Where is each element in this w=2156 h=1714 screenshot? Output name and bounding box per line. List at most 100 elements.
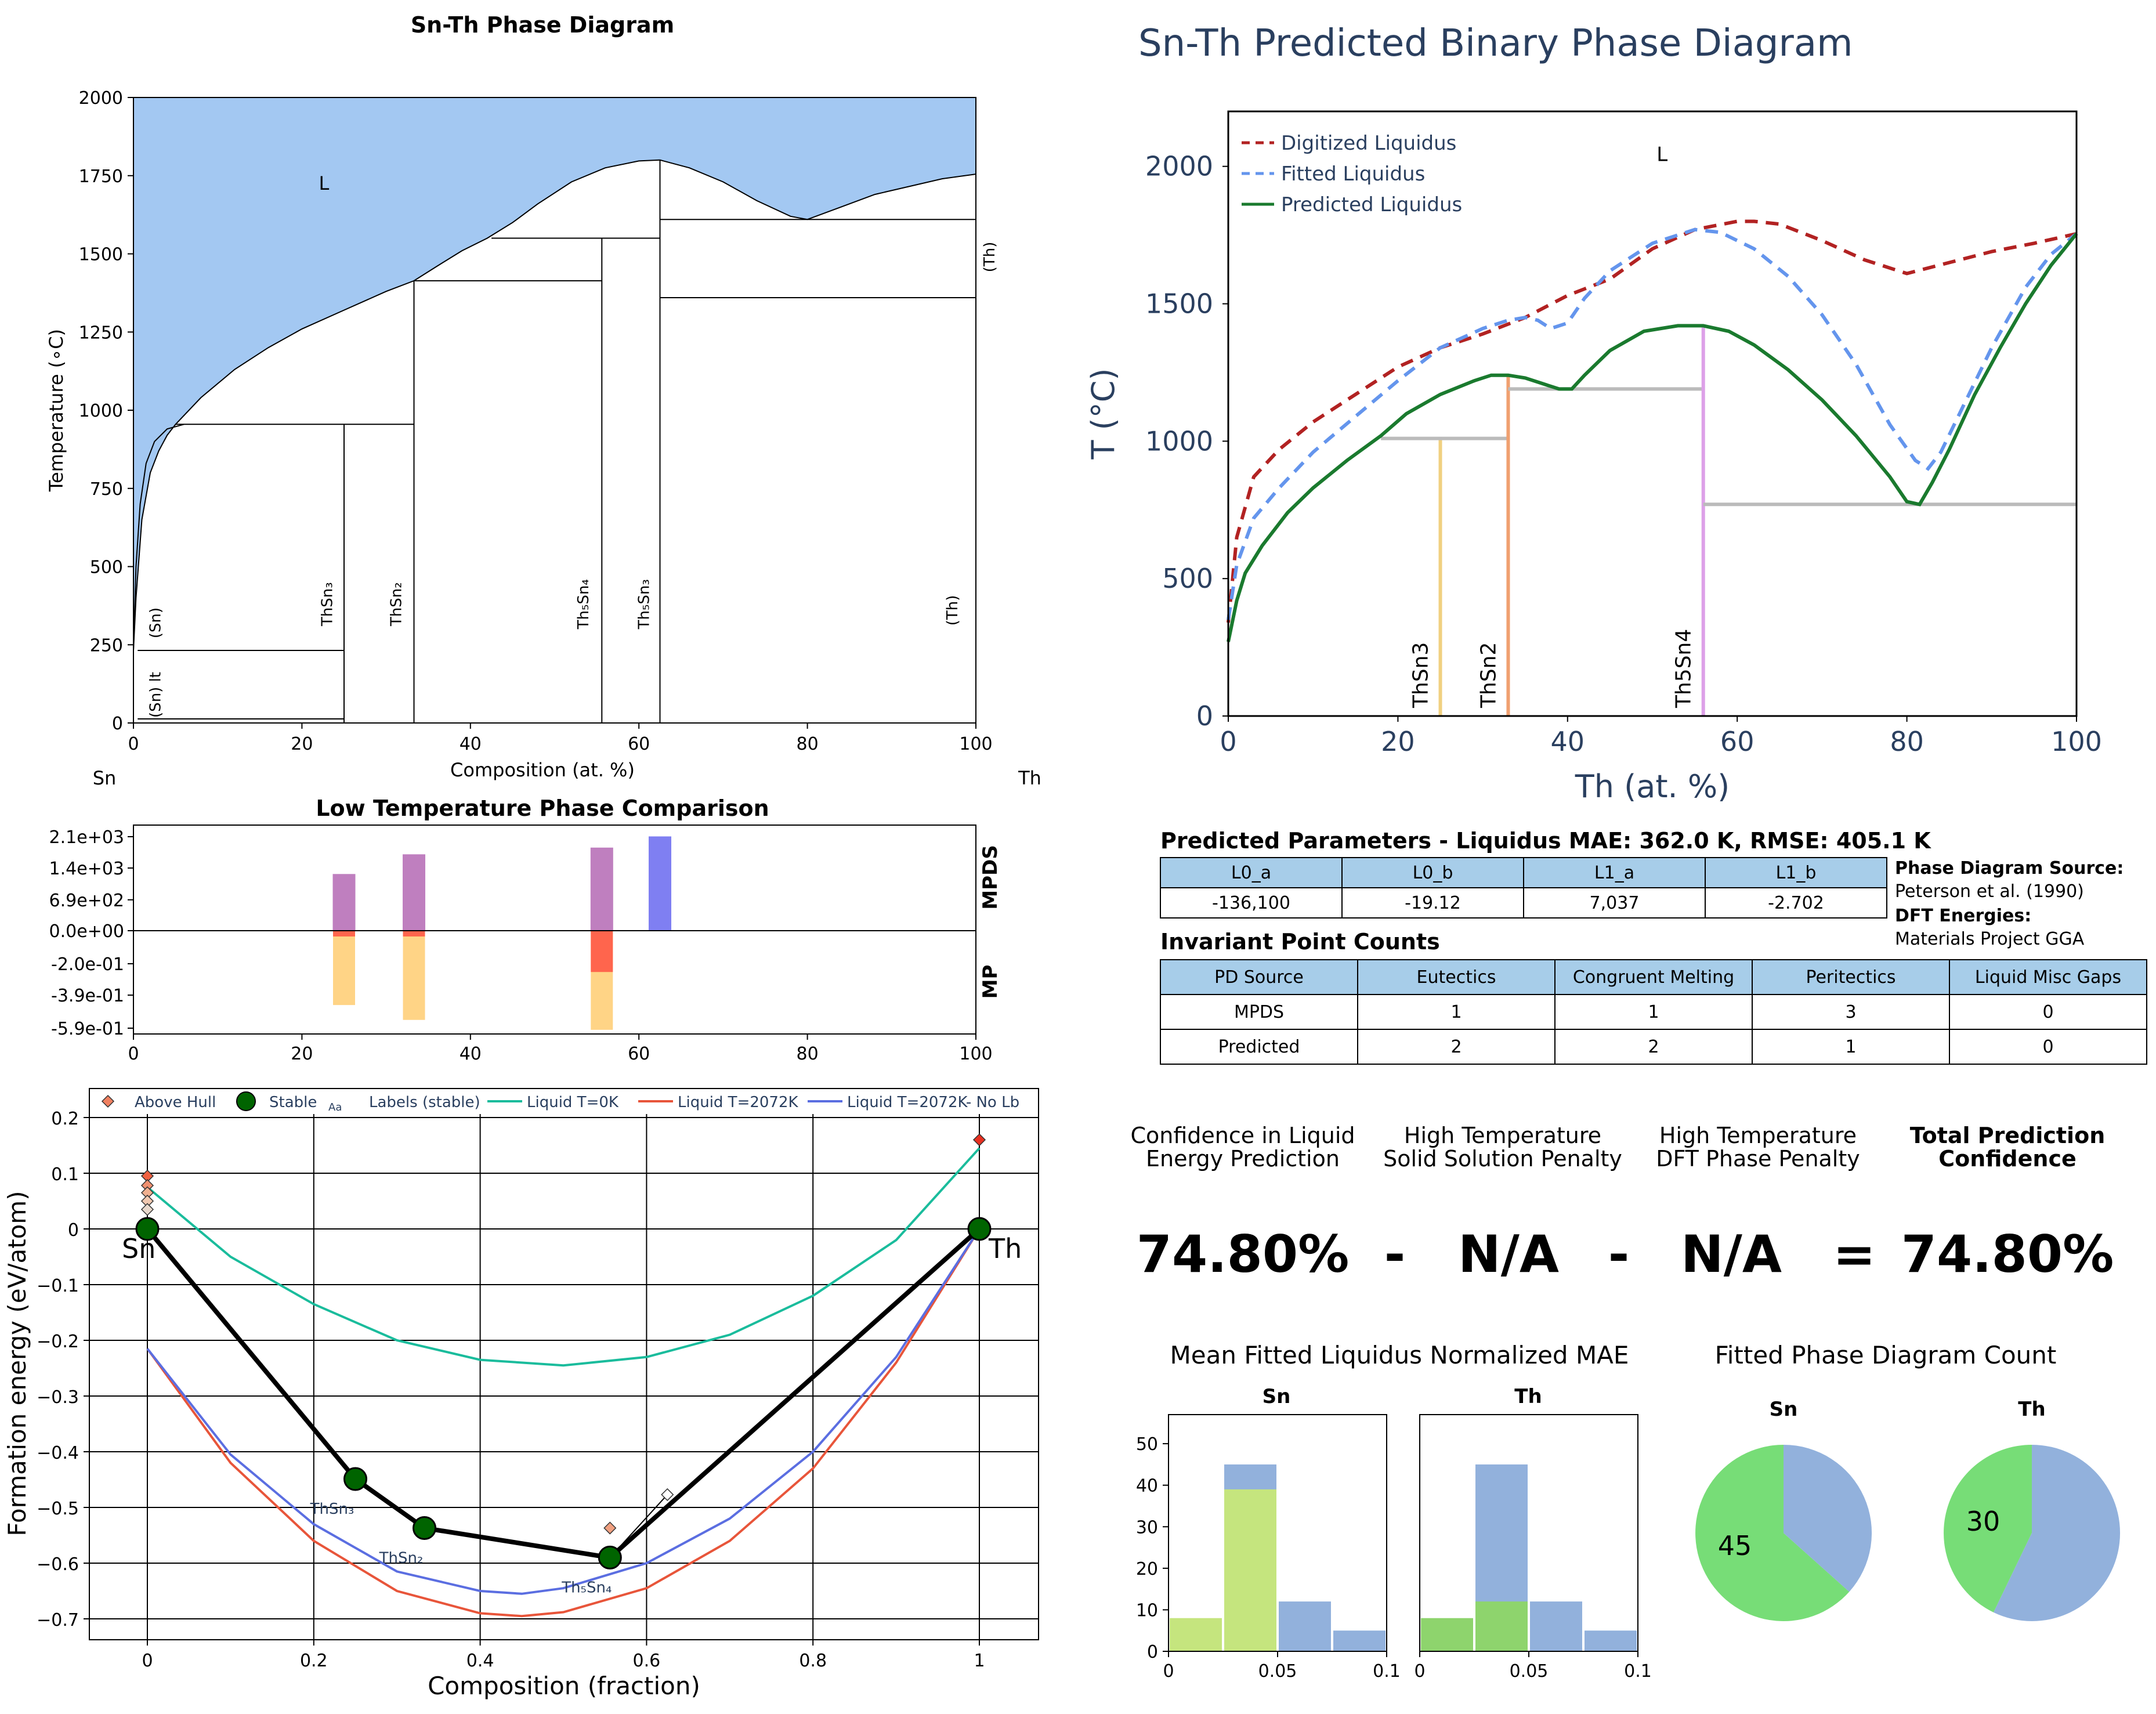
inv-cell-text: 0 [2042, 1037, 2053, 1057]
low-temp-comparison-frame [133, 825, 976, 1035]
liquid-energy-curve [146, 1147, 981, 1367]
x-tick-label: 100 [2051, 726, 2102, 757]
y-tick-label: 2000 [79, 88, 123, 109]
above-hull-point [972, 1133, 986, 1147]
y-tick-label: 0 [68, 1220, 79, 1241]
y-tick-label: -5.9e-01 [51, 1019, 124, 1039]
stable-phase-label: ThSn₂ [379, 1550, 424, 1567]
x-tick-label: 80 [797, 1044, 819, 1064]
mp-bar [333, 931, 355, 1006]
above-hull-tie [609, 1494, 668, 1558]
above-hull-point [661, 1488, 674, 1501]
y-tick-label: 500 [1162, 563, 1213, 594]
mp-bar [333, 931, 355, 936]
legend-stable: Stable [269, 1094, 317, 1111]
hist-th-title: Th [1514, 1385, 1542, 1408]
x-tick-label: 0.8 [799, 1651, 827, 1671]
hist-th-plot: 0 0.05 0.1 [1414, 1464, 1652, 1682]
y-tick-label: 0.2 [51, 1109, 79, 1129]
inv-header-text: Peritectics [1806, 967, 1895, 988]
hist-sn-frame [1168, 1414, 1387, 1652]
compound-label: Th5Sn4 [1672, 629, 1696, 708]
x-tick-label: 0 [1414, 1661, 1425, 1682]
predicted-diagram-title: Sn-Th Predicted Binary Phase Diagram [1138, 22, 1853, 65]
params-title: Predicted Parameters - Liquidus MAE: 362… [1160, 828, 1931, 854]
y-tick-label: 0.0e+00 [49, 921, 124, 942]
phase-diagram-title: Sn-Th Phase Diagram [411, 12, 674, 38]
stable-phase-label: Th₅Sn₄ [561, 1579, 612, 1596]
convex-hull-line [145, 1227, 981, 1560]
params-value-cell [1705, 887, 1887, 919]
inv-cell-text: 1 [1450, 1002, 1462, 1022]
compound-label: ThSn2 [1477, 642, 1500, 708]
params-header-text: L1_b [1776, 863, 1817, 883]
hull-end-label-th: Th [988, 1233, 1022, 1264]
conf-op-minus-1: - [1384, 1224, 1406, 1284]
inv-cell-text: 0 [2042, 1002, 2053, 1022]
x-tick-label: 1 [974, 1651, 985, 1671]
y-tick-label: −0.2 [37, 1332, 79, 1352]
x-tick-label: 100 [959, 1044, 992, 1064]
phase-label: ThSn₃ [319, 582, 337, 627]
liquid-energy-curve [146, 1228, 981, 1618]
conf-h4: Total Prediction [1910, 1123, 2106, 1148]
conf-solid-penalty-value: N/A [1458, 1224, 1559, 1284]
dft-source-value: Materials Project GGA [1895, 929, 2085, 949]
params-header-text: L0_b [1413, 863, 1453, 883]
x-tick-label: 0.1 [1373, 1661, 1401, 1682]
hist-bar-green [1475, 1601, 1528, 1651]
hist-bar-green [1224, 1489, 1276, 1651]
stable-point [413, 1516, 437, 1541]
pie-th-title: Th [2018, 1398, 2045, 1421]
pd-source-label: Phase Diagram Source: [1895, 858, 2124, 878]
x-tick-label: 20 [1381, 726, 1415, 757]
predicted-parameters-panel: Predicted Parameters - Liquidus MAE: 362… [1160, 828, 2147, 1065]
inv-cell-text: 2 [1450, 1037, 1462, 1057]
legend-liquid-nolb: Liquid T=2072K- No Lb [847, 1094, 1019, 1111]
params-value-text: -136,100 [1212, 893, 1290, 913]
stable-point [135, 1217, 160, 1241]
mp-bar [403, 931, 425, 1020]
pie-sn-plot [1695, 1445, 1872, 1621]
formation-energy-plot: ThSn₃ ThSn₂ Th₅Sn₄ Sn Th 0.2 0.1 0 −0.1 −0.2 −0.3 −… [37, 1109, 1039, 1671]
hist-bar-green [1170, 1618, 1222, 1651]
phase-label: (Sn) lt [147, 672, 164, 718]
legend-aa: Aa [328, 1101, 342, 1113]
hist-bar-green [1421, 1618, 1473, 1651]
stable-point [343, 1467, 367, 1491]
x-tick-label: 80 [797, 734, 819, 754]
above-hull-legend-marker [101, 1094, 115, 1108]
inv-header-cell [1554, 959, 1753, 995]
low-temp-comparison-plot: 2.1e+03 1.4e+03 6.9e+02 0.0e+00 -2.0e-01 -3.9… [49, 827, 993, 1064]
pie-slice-green [1695, 1445, 1850, 1621]
conf-op-minus-2: - [1608, 1224, 1630, 1284]
params-header-text: L1_a [1594, 863, 1634, 883]
conf-liquid-value: 74.80% [1137, 1224, 1350, 1284]
x-tick-label: 0 [128, 1044, 139, 1064]
conf-h1: Confidence in Liquid [1130, 1123, 1355, 1148]
phase-label: ThSn₂ [388, 582, 406, 627]
predicted-diagram-ylabel: T (°C) [1085, 368, 1122, 460]
x-tick-label: 0 [1163, 1661, 1174, 1682]
phase-label: (Th) [944, 595, 961, 626]
params-table: L0_a -136,100 L0_b -19.12 L1_a 7,037 L1_b -2.70… [1160, 857, 1887, 919]
hull-end-label-sn: Sn [122, 1233, 155, 1264]
hist-th-frame [1419, 1414, 1638, 1652]
params-value-cell [1523, 887, 1706, 919]
inv-cell-text: 3 [1845, 1002, 1856, 1022]
pie-th-count-label: 30 [1966, 1506, 2001, 1537]
inv-cell [1160, 994, 1358, 1030]
legend-labels-stable: Labels (stable) [369, 1094, 480, 1111]
y-tick-label: 10 [1136, 1600, 1158, 1621]
y-tick-label: -3.9e-01 [51, 986, 124, 1006]
predicted-diagram-frame [1227, 110, 2078, 717]
conf-total-value: 74.80% [1901, 1224, 2114, 1284]
liquid-label: L [319, 172, 329, 194]
inv-header-text: Eutectics [1417, 967, 1496, 988]
conf-op-equals: = [1833, 1224, 1876, 1284]
phase-diagram-frame [133, 97, 976, 724]
inv-cell [1160, 1029, 1358, 1065]
y-tick-label: 0 [1196, 700, 1213, 732]
low-temp-comparison-title: Low Temperature Phase Comparison [316, 795, 769, 821]
liquidus-series-line [1227, 219, 2077, 623]
